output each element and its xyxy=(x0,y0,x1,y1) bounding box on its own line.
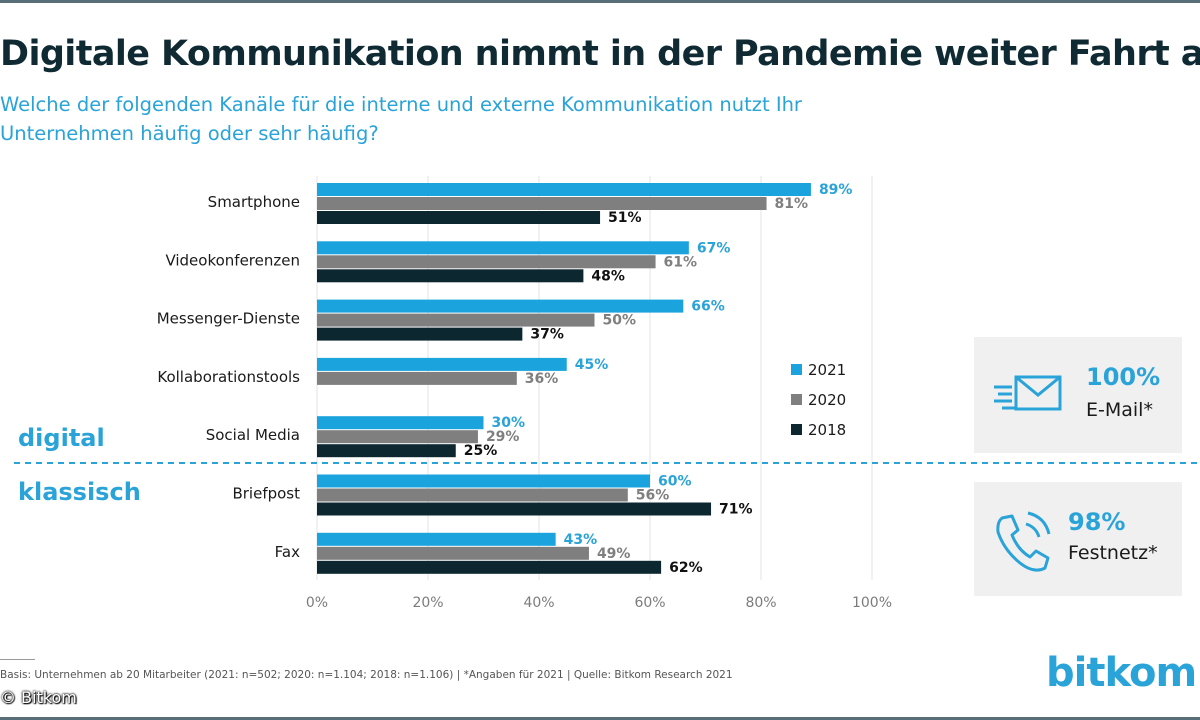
data-label-2021: 67% xyxy=(697,240,731,256)
bar-2018 xyxy=(317,444,456,458)
data-label-2021: 89% xyxy=(819,182,853,198)
data-label-2020: 36% xyxy=(525,371,559,387)
data-label-2020: 49% xyxy=(597,546,631,562)
bar-2020 xyxy=(317,371,517,385)
email-callout: 100% E-Mail* xyxy=(974,337,1182,453)
bar-2021 xyxy=(317,416,484,430)
data-label-2018: 71% xyxy=(719,502,753,518)
data-label-2021: 66% xyxy=(691,299,725,315)
legend-swatch-2021 xyxy=(791,364,802,375)
data-label-2020: 56% xyxy=(636,488,670,504)
category-label: Kollaborationstools xyxy=(157,368,300,386)
bottom-border xyxy=(0,717,1200,720)
category-label: Fax xyxy=(275,543,300,561)
x-tick-label: 80% xyxy=(745,595,776,611)
data-label-2018: 51% xyxy=(608,210,642,226)
bar-2020 xyxy=(317,255,656,269)
category-label: Social Media xyxy=(206,426,300,444)
data-label-2020: 50% xyxy=(603,313,637,329)
data-label-2020: 81% xyxy=(775,196,809,212)
footnote: Basis: Unternehmen ab 20 Mitarbeiter (20… xyxy=(0,669,733,681)
category-label: Briefpost xyxy=(232,485,300,503)
data-label-2018: 48% xyxy=(591,268,625,284)
data-label-2021: 30% xyxy=(492,415,526,431)
x-tick-label: 60% xyxy=(634,595,665,611)
bar-2018 xyxy=(317,502,712,516)
bar-2021 xyxy=(317,357,567,371)
x-tick-label: 100% xyxy=(852,595,892,611)
email-label: E-Mail* xyxy=(1086,399,1153,421)
data-label-2020: 29% xyxy=(486,429,520,445)
category-label: Videokonferenzen xyxy=(165,251,300,269)
bar-2018 xyxy=(317,269,584,283)
legend-label-2018: 2018 xyxy=(808,421,846,439)
data-label-2021: 60% xyxy=(658,474,692,490)
data-label-2021: 43% xyxy=(564,532,598,548)
phone-icon xyxy=(996,511,1051,572)
bar-2020 xyxy=(317,197,767,210)
phone-label: Festnetz* xyxy=(1068,542,1158,564)
bar-2020 xyxy=(317,488,628,502)
phone-value: 98% xyxy=(1068,508,1126,536)
data-label-2020: 61% xyxy=(664,254,698,270)
footnote-rule xyxy=(0,659,35,660)
data-label-2021: 45% xyxy=(575,357,609,373)
bar-2021 xyxy=(317,241,689,255)
section-label-klassisch: klassisch xyxy=(18,478,141,506)
bar-2021 xyxy=(317,532,556,546)
bar-2020 xyxy=(317,430,478,444)
top-border xyxy=(0,0,1200,3)
phone-callout: 98% Festnetz* xyxy=(974,482,1182,596)
bar-2018 xyxy=(317,560,662,574)
bar-2021 xyxy=(317,183,811,196)
legend-swatch-2020 xyxy=(791,394,802,405)
x-tick-label: 40% xyxy=(523,595,554,611)
copyright: © Bitkom xyxy=(0,688,77,707)
bar-2020 xyxy=(317,313,595,327)
bar-2018 xyxy=(317,327,523,341)
bar-2020 xyxy=(317,546,589,560)
x-tick-label: 20% xyxy=(412,595,443,611)
bar-2021 xyxy=(317,474,650,488)
legend-swatch-2018 xyxy=(791,424,802,435)
bar-2021 xyxy=(317,299,684,313)
legend-label-2020: 2020 xyxy=(808,391,846,409)
email-icon xyxy=(994,375,1062,411)
data-label-2018: 25% xyxy=(464,443,498,459)
x-tick-label: 0% xyxy=(306,595,328,611)
email-value: 100% xyxy=(1086,363,1161,391)
section-label-digital: digital xyxy=(18,424,105,452)
bar-2018 xyxy=(317,211,601,224)
legend-label-2021: 2021 xyxy=(808,361,846,379)
category-label: Smartphone xyxy=(208,193,300,211)
page-title: Digitale Kommunikation nimmt in der Pand… xyxy=(0,34,1200,74)
bitkom-logo: bitkom xyxy=(1046,650,1197,696)
data-label-2018: 62% xyxy=(669,560,703,576)
category-label: Messenger-Dienste xyxy=(157,310,300,328)
data-label-2018: 37% xyxy=(530,327,564,343)
chart-subtitle: Welche der folgenden Kanäle für die inte… xyxy=(0,93,802,145)
